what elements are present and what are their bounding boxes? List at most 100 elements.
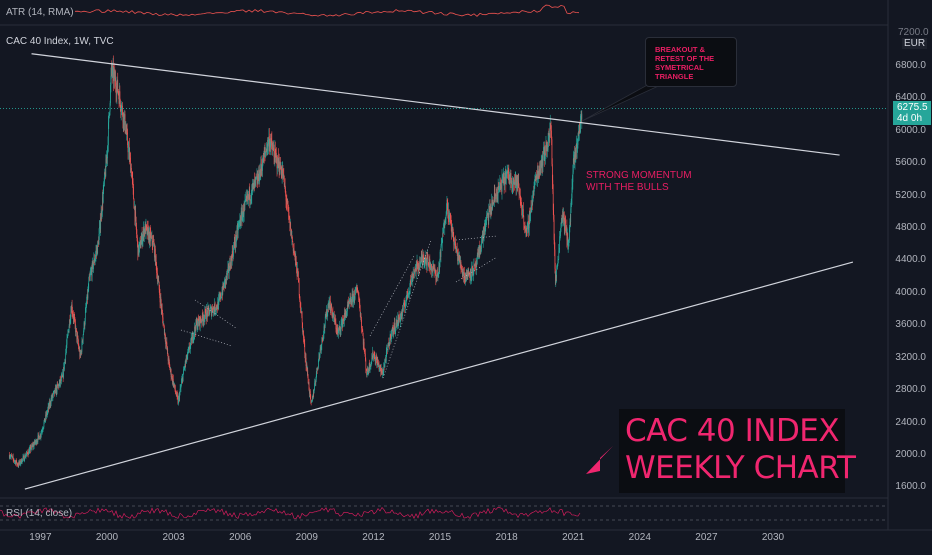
candle-body (313, 389, 315, 394)
candle-body (140, 245, 142, 248)
price-tick: 6000.0 (895, 124, 926, 136)
candle-body (396, 319, 398, 327)
candle-body (170, 369, 172, 371)
candle-body (30, 446, 32, 451)
candle-body (467, 271, 469, 280)
candle-body (75, 328, 77, 331)
candle-body (103, 181, 105, 183)
candle-body (450, 215, 452, 223)
candle-body (184, 361, 186, 367)
candle-body (497, 195, 499, 200)
candle-body (526, 226, 528, 231)
candle-body (23, 455, 25, 461)
candle-body (358, 293, 359, 296)
candle-body (71, 304, 73, 313)
candle-body (552, 164, 553, 181)
candle-body (469, 274, 470, 276)
candle-body (166, 342, 167, 343)
candle-body (96, 247, 98, 254)
candle-body (568, 241, 569, 243)
candle-body (151, 236, 153, 238)
candle-body (397, 317, 399, 324)
candle-body (581, 113, 583, 120)
chart-title-box[interactable]: CAC 40 INDEX WEEKLY CHART (619, 409, 856, 493)
candle-body (395, 322, 397, 328)
candle-body (285, 189, 286, 194)
candle-body (126, 129, 128, 133)
candle-body (451, 224, 452, 233)
candle-body (306, 364, 308, 372)
candle-body (406, 291, 408, 297)
candle-body (315, 382, 316, 384)
channel-line (455, 235, 498, 241)
candle-body (64, 359, 66, 361)
candle-body (502, 175, 504, 177)
chart-symbol-label[interactable]: CAC 40 Index, 1W, TVC (6, 36, 114, 47)
candle-body (224, 279, 226, 281)
candle-body (288, 210, 289, 212)
candle-body (237, 226, 239, 234)
candle-body (18, 462, 20, 467)
candle-body (443, 224, 444, 234)
candle-body (319, 348, 321, 355)
candle-body (151, 236, 153, 244)
candle-body (402, 308, 403, 316)
candle-body (172, 378, 174, 383)
candle-body (73, 315, 74, 319)
candle-body (431, 269, 433, 272)
candle-body (174, 384, 175, 386)
candle-body (345, 311, 347, 314)
candle-body (120, 107, 122, 112)
candle-body (549, 135, 550, 137)
candle-body (513, 178, 514, 185)
candle-body (148, 229, 149, 241)
candle-body (92, 261, 93, 263)
candle-body (324, 326, 325, 328)
candle-body (336, 329, 338, 333)
candle-body (105, 159, 107, 164)
candle-body (287, 204, 289, 211)
candle-body (425, 257, 426, 265)
candle-body (312, 392, 314, 399)
candle-body (252, 185, 254, 187)
candle-body (294, 253, 296, 255)
candle-body (540, 169, 541, 170)
candle-body (519, 193, 521, 196)
price-tick: 4800.0 (895, 222, 926, 234)
candle-body (248, 194, 250, 197)
candle-body (480, 248, 482, 253)
price-tick: 3200.0 (895, 351, 926, 363)
momentum-note[interactable]: STRONG MOMENTUM WITH THE BULLS (586, 170, 692, 194)
trendlines[interactable] (24, 53, 854, 490)
breakout-callout[interactable]: BREAKOUT & RETEST OF THE SYMETRICAL TRIA… (645, 37, 737, 87)
candle-body (314, 382, 316, 384)
candle-body (20, 462, 21, 464)
candle-body (194, 326, 196, 330)
candle-body (38, 434, 39, 436)
candle-body (195, 329, 196, 332)
candle-body (22, 456, 24, 459)
candle-body (380, 366, 382, 372)
candle-body (56, 387, 58, 392)
candle-body (204, 310, 206, 317)
candle-body (198, 317, 200, 324)
candle-body (333, 314, 335, 316)
candle-body (51, 394, 53, 399)
candle-body (452, 227, 453, 233)
candle-body (464, 274, 466, 281)
candle-body (452, 234, 454, 236)
candle-body (207, 311, 208, 316)
currency-label[interactable]: EUR (902, 38, 928, 49)
candle-body (27, 454, 29, 456)
candle-body (297, 268, 299, 272)
candle-body (79, 349, 81, 357)
candle-body (216, 308, 218, 309)
candle-body (420, 263, 421, 268)
candle-body (433, 268, 435, 272)
candle-body (487, 212, 489, 218)
candle-body (113, 73, 115, 82)
candle-body (563, 214, 564, 219)
candle-body (538, 169, 540, 177)
